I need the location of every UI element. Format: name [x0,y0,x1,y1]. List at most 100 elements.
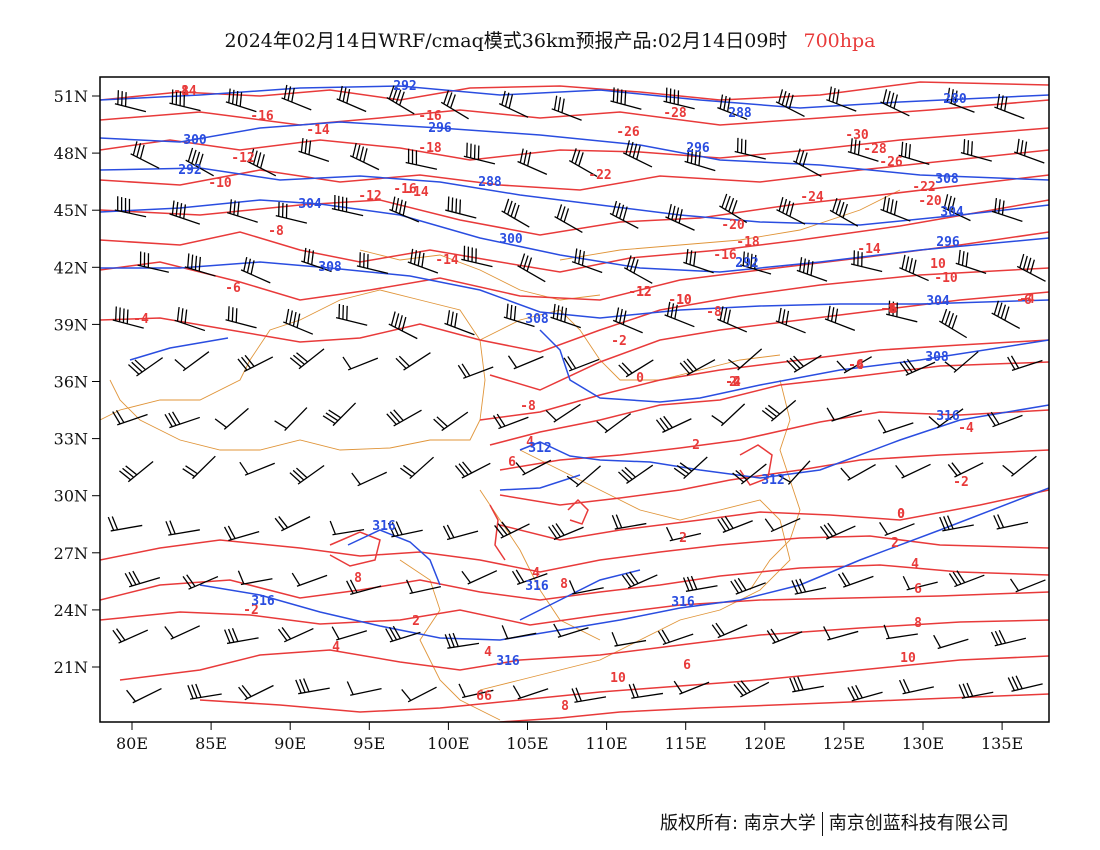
temperature-label: -6 [882,302,898,317]
copyright-credit: 版权所有: 南京大学 南京创蓝科技有限公司 [660,809,1009,836]
temperature-contours [100,81,1049,722]
wind-barb [682,575,718,592]
wind-barb [386,409,422,427]
wind-barb [883,624,918,640]
temperature-label: -14 [857,242,881,257]
wind-barb [764,517,801,533]
wind-barb [566,465,601,488]
lon-tick-label: 120E [744,734,786,753]
temperature-label: -8 [880,302,896,317]
wind-barb [239,461,275,476]
wind-barb [386,85,415,115]
wind-barb [990,629,1027,647]
height-label: 308 [935,172,959,187]
temperature-contour [739,444,773,486]
wind-barb [734,137,766,160]
wind-barb [346,579,382,595]
wind-barb [182,455,216,480]
wind-barb [169,89,201,112]
wind-barb [766,628,803,645]
temperature-label: -4 [133,312,149,327]
wind-barb [568,148,598,178]
temperature-label: -18 [736,235,760,250]
wind-barb [407,248,439,274]
height-label: 304 [940,205,964,220]
wind-barb [503,303,535,328]
wind-barb [165,520,200,536]
wind-barb [169,200,201,225]
temperature-labels: -14-16-14-12-10-8-6-4-16-18-16-14-12-14-… [133,84,1035,714]
wind-barb [939,515,974,532]
wind-barb [880,196,911,222]
wind-barb [289,348,325,370]
height-label: 300 [183,133,207,148]
lon-tick-label: 100E [427,734,469,753]
temperature-label: -16 [713,248,737,263]
height-contour [100,199,1049,273]
height-label: 312 [761,473,784,488]
wind-barb [164,625,200,640]
lat-tick-label: 36N [54,373,88,392]
wind-barb [545,403,581,423]
temperature-contour [100,564,1049,601]
boundary-line [479,449,791,691]
temperature-label: 6 [484,689,492,704]
temperature-label: -10 [208,176,232,191]
height-label: 296 [936,235,960,250]
wind-barb [775,307,806,334]
boundary-line [749,379,801,591]
temperature-label: -14 [405,185,429,200]
title-main: 2024年02月14日WRF/cmaq模式36km预报产品:02月14日09时 [224,30,788,52]
boundary-line [359,249,601,301]
wind-barb [563,356,600,372]
wind-barb [960,139,992,162]
wind-barb [571,687,607,703]
wind-barb [457,363,494,379]
wind-barb [837,572,874,588]
wind-barb [719,193,748,224]
wind-barb [550,303,581,329]
wind-barb [226,199,258,223]
wind-barb [291,572,328,587]
credit-separator [821,812,823,836]
temperature-label: 4 [484,645,492,660]
temperature-label: -14 [306,123,330,138]
height-contour [100,261,1049,319]
wind-barb [185,147,214,177]
temperature-contour [199,655,1049,713]
temperature-label: -16 [250,109,274,124]
wind-barb [663,87,695,110]
wind-barb [938,308,968,339]
wind-barb [351,471,387,487]
wind-barb [124,570,161,588]
wind-barb [298,137,330,163]
wind-barbs [107,84,1046,704]
temperature-contour [499,409,1049,471]
temperature-label: 2 [891,536,899,551]
temperature-contour [329,531,381,567]
height-label: 292 [178,163,201,178]
temperature-label: 10 [930,257,946,272]
temperature-contour [100,267,1049,353]
wind-barb [928,408,964,429]
temperature-label: 4 [332,640,340,655]
wind-barb [711,403,746,427]
height-contour [519,569,641,621]
temperature-label: -8 [520,399,536,414]
wind-barb [512,685,549,700]
wind-barb [793,148,822,177]
wind-barb [717,94,748,120]
wind-barb [880,89,910,117]
wind-barb [947,462,984,478]
wind-barb [331,194,364,217]
lat-tick-label: 33N [54,430,88,449]
wind-barb [507,355,544,370]
temperature-label: 8 [181,84,189,99]
height-contours [100,85,1049,641]
temperature-contour [499,693,1049,722]
wind-barb [717,516,753,533]
wind-barb [501,625,537,640]
wind-barb [225,88,257,113]
height-label: 296 [686,141,710,156]
wind-barb [554,204,583,234]
